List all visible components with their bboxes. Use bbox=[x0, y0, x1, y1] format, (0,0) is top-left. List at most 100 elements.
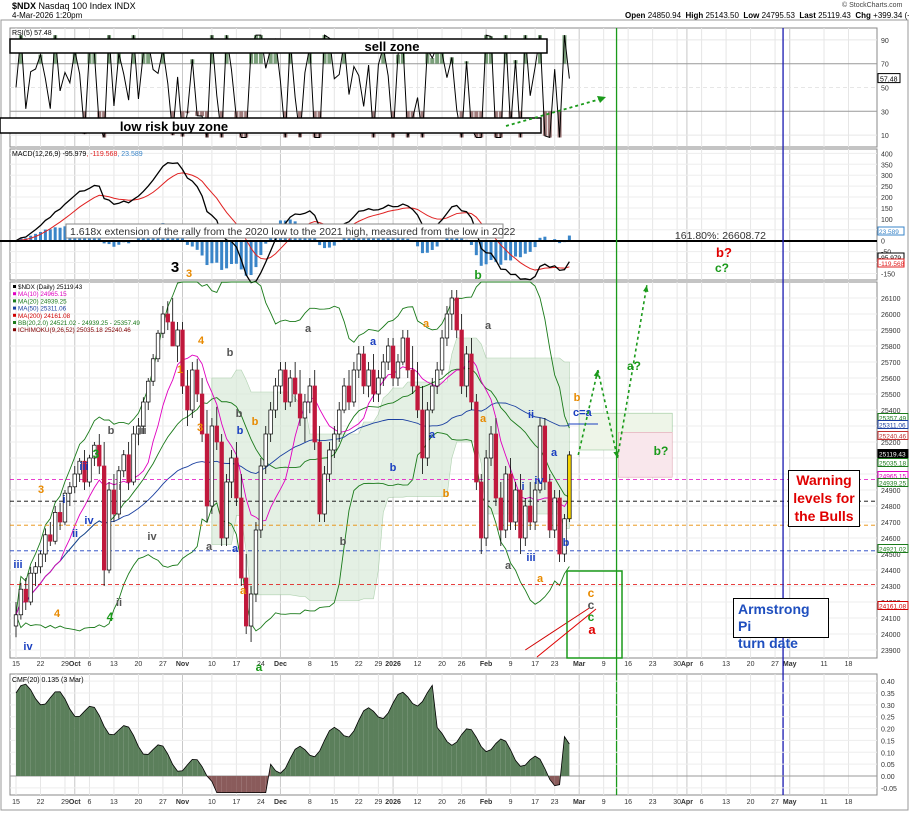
price-tick-label: 25600 bbox=[881, 376, 901, 383]
candle bbox=[410, 369, 415, 387]
candle bbox=[180, 329, 185, 387]
rsi-tick-label: 70 bbox=[881, 62, 889, 69]
candle bbox=[43, 534, 48, 555]
cmf-area-segment bbox=[153, 744, 159, 777]
candle bbox=[337, 409, 342, 435]
candle bbox=[13, 614, 19, 627]
cmf-area-segment bbox=[442, 733, 447, 777]
wave-label: b bbox=[474, 268, 481, 282]
candle bbox=[72, 473, 77, 488]
x-tick-label: 17 bbox=[531, 799, 539, 806]
candle bbox=[508, 473, 513, 523]
macd-histogram-bar bbox=[509, 240, 513, 261]
candle bbox=[82, 460, 87, 483]
x-tick-label: 8 bbox=[308, 799, 312, 806]
x-tick-label: 20 bbox=[135, 661, 143, 668]
cmf-tick-label: 0.40 bbox=[881, 679, 895, 686]
x-tick-label: 23 bbox=[649, 661, 657, 668]
price-legend-swatch bbox=[13, 321, 16, 324]
cmf-area-segment bbox=[549, 776, 555, 786]
symbol-title: $NDX Nasdaq 100 Index INDX bbox=[12, 1, 136, 11]
x-tick-label: 27 bbox=[159, 661, 167, 668]
macd-tick-label: 400 bbox=[881, 151, 893, 158]
macd-histogram-bar bbox=[318, 240, 322, 246]
rsi-oversold-fill bbox=[557, 111, 562, 138]
macd-histogram-bar bbox=[489, 240, 493, 261]
cmf-area-segment bbox=[260, 776, 266, 793]
macd-histogram-bar bbox=[518, 240, 522, 258]
price-badge bbox=[877, 431, 909, 440]
cmf-area-segment bbox=[251, 776, 256, 793]
sell-zone-box bbox=[9, 38, 548, 54]
cmf-tick-label: 0.35 bbox=[881, 691, 895, 698]
macd-histogram-bar bbox=[185, 240, 189, 245]
rsi-overbought-fill bbox=[160, 49, 165, 64]
extension-note-box bbox=[65, 223, 504, 239]
x-tick-label: 18 bbox=[845, 799, 853, 806]
x-tick-label: 23 bbox=[551, 799, 559, 806]
macd-histogram-bar bbox=[38, 231, 42, 241]
candle bbox=[263, 433, 268, 467]
price-tick-label: 24400 bbox=[881, 568, 901, 575]
wave-label: ii bbox=[72, 528, 78, 540]
cmf-area-segment bbox=[564, 736, 570, 777]
x-tick-label: Feb bbox=[480, 661, 492, 668]
candle bbox=[322, 473, 327, 515]
candle bbox=[435, 369, 440, 387]
price-badge bbox=[877, 420, 909, 429]
macd-histogram-bar bbox=[494, 240, 498, 262]
x-tick-label: 29 bbox=[374, 661, 382, 668]
cmf-area-segment bbox=[393, 694, 398, 777]
macd-histogram-bar bbox=[396, 237, 400, 241]
cmf-area-segment bbox=[55, 691, 61, 777]
price-legend-swatch bbox=[13, 285, 16, 288]
price-tick-label: 26100 bbox=[881, 296, 901, 303]
candle bbox=[351, 369, 357, 403]
macd-histogram-bar bbox=[332, 240, 336, 246]
wave-label: c bbox=[588, 586, 595, 600]
price-tick-label: 26000 bbox=[881, 312, 901, 319]
wave-label: a bbox=[588, 622, 596, 637]
x-tick-label: 16 bbox=[624, 661, 632, 668]
macd-histogram-bar bbox=[53, 227, 57, 241]
cmf-area-segment bbox=[388, 702, 394, 777]
cmf-area-segment bbox=[402, 692, 408, 777]
candle bbox=[116, 470, 121, 515]
macd-histogram-bar bbox=[342, 237, 346, 241]
cmf-tick-label: -0.05 bbox=[881, 786, 897, 793]
cmf-area-segment bbox=[510, 749, 516, 777]
price-legend-swatch bbox=[13, 299, 16, 303]
ma200-line bbox=[525, 607, 590, 651]
x-tick-label: 23 bbox=[551, 661, 559, 668]
cmf-area-segment bbox=[407, 696, 413, 777]
candle bbox=[185, 385, 190, 411]
x-tick-label: 15 bbox=[12, 661, 20, 668]
candle bbox=[292, 377, 298, 395]
cmf-area-segment bbox=[491, 743, 496, 777]
macd-histogram-bar bbox=[533, 240, 537, 248]
candle bbox=[405, 337, 410, 371]
cmf-tick-label: 0.15 bbox=[881, 738, 895, 745]
cmf-area-segment bbox=[466, 728, 472, 777]
cmf-area-segment bbox=[432, 685, 438, 777]
macd-tick-label: 150 bbox=[881, 206, 893, 213]
candle bbox=[244, 577, 249, 627]
candle bbox=[395, 361, 401, 379]
cmf-area-segment bbox=[481, 746, 487, 777]
cmf-area-segment bbox=[211, 776, 217, 793]
macd-histogram-bar bbox=[528, 240, 532, 252]
price-legend-item: MA(200) 24161.08 bbox=[18, 313, 71, 320]
candle bbox=[288, 377, 293, 403]
candle bbox=[390, 345, 396, 379]
macd-histogram-bar bbox=[102, 240, 106, 244]
wave-label: 3 bbox=[197, 422, 203, 434]
candle bbox=[361, 353, 366, 387]
candle bbox=[503, 473, 508, 531]
rsi-overbought-fill bbox=[141, 53, 146, 64]
price-tick-label: 25200 bbox=[881, 440, 901, 447]
macd-tick-label: -150 bbox=[881, 271, 895, 278]
wave-label: b bbox=[574, 392, 581, 404]
wave-label: 3 bbox=[38, 484, 44, 496]
wave-label: a bbox=[206, 541, 213, 553]
cmf-area-segment bbox=[437, 727, 443, 777]
